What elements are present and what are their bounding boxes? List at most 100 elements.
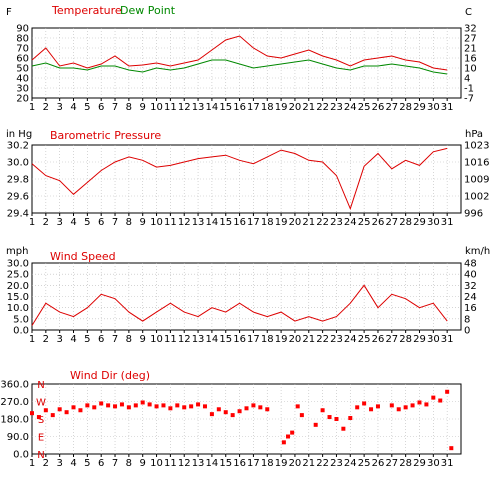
x-tick-label: 28 <box>399 217 412 228</box>
y-tick-label: 90 <box>16 24 29 35</box>
x-tick-label: 27 <box>385 458 398 469</box>
x-tick-label: 10 <box>150 217 163 228</box>
right-unit-label: hPa <box>465 129 483 140</box>
data-point <box>92 405 97 410</box>
data-point <box>161 403 166 408</box>
x-tick-label: 11 <box>164 217 177 228</box>
x-tick-label: 3 <box>56 458 62 469</box>
data-point <box>85 403 90 408</box>
x-tick-label: 9 <box>140 458 146 469</box>
x-tick-label: 19 <box>275 334 288 345</box>
x-tick-label: 8 <box>126 217 132 228</box>
x-tick-label: 16 <box>233 102 246 113</box>
y-tick-label: 29.6 <box>7 192 29 203</box>
x-tick-label: 18 <box>261 334 274 345</box>
x-tick-label: 15 <box>219 102 232 113</box>
data-point <box>265 407 270 412</box>
x-tick-label: 25 <box>358 217 371 228</box>
x-tick-label: 19 <box>275 458 288 469</box>
x-tick-label: 7 <box>112 102 118 113</box>
x-tick-label: 24 <box>344 102 357 113</box>
x-tick-label: 10 <box>150 458 163 469</box>
data-point <box>140 400 145 405</box>
y2-tick-label: 1023 <box>464 141 489 152</box>
data-point <box>57 407 62 412</box>
x-tick-label: 30 <box>427 217 440 228</box>
data-point <box>182 405 187 410</box>
y-tick-label: 40 <box>16 74 29 85</box>
x-tick-label: 10 <box>150 334 163 345</box>
x-tick-label: 1 <box>29 458 35 469</box>
data-point <box>154 404 159 409</box>
x-tick-label: 3 <box>56 334 62 345</box>
x-tick-label: 23 <box>330 458 343 469</box>
data-point <box>424 402 429 407</box>
x-tick-label: 30 <box>427 334 440 345</box>
series-line-2 <box>31 59 448 75</box>
data-point <box>389 403 394 408</box>
x-tick-label: 2 <box>43 458 49 469</box>
x-tick-label: 7 <box>112 217 118 228</box>
chart-title-2: Dew Point <box>120 4 176 17</box>
x-tick-label: 6 <box>98 334 104 345</box>
x-tick-label: 11 <box>164 102 177 113</box>
series-line-1 <box>31 35 448 71</box>
x-tick-label: 16 <box>233 334 246 345</box>
data-point <box>168 406 173 411</box>
y-tick-label: 270.0 <box>0 397 29 408</box>
y2-tick-label: 4 <box>464 74 470 85</box>
x-tick-label: 20 <box>289 217 302 228</box>
plot-frame <box>31 262 462 331</box>
data-point <box>119 402 124 407</box>
compass-label: E <box>38 433 44 444</box>
y2-tick-label: -7 <box>464 94 474 105</box>
y-tick-label: 25.0 <box>7 270 29 281</box>
y2-tick-label: 16 <box>464 303 477 314</box>
x-tick-label: 4 <box>70 458 76 469</box>
chart-title: Wind Speed <box>50 250 116 263</box>
x-tick-label: 4 <box>70 334 76 345</box>
data-point <box>43 408 48 413</box>
x-tick-label: 15 <box>219 217 232 228</box>
y2-tick-label: 0 <box>464 326 470 337</box>
compass-label: N <box>37 450 44 461</box>
x-tick-label: 22 <box>316 458 329 469</box>
x-tick-label: 16 <box>233 217 246 228</box>
data-point <box>320 408 325 413</box>
data-point <box>449 446 454 451</box>
y2-tick-label: 21 <box>464 44 477 55</box>
data-point <box>299 413 304 418</box>
x-tick-label: 27 <box>385 217 398 228</box>
x-tick-label: 13 <box>192 102 205 113</box>
data-point <box>341 426 346 431</box>
x-tick-label: 29 <box>413 334 426 345</box>
data-point <box>244 406 249 411</box>
data-point <box>290 430 295 435</box>
x-tick-label: 9 <box>140 334 146 345</box>
data-point <box>237 409 242 414</box>
y2-tick-label: 1016 <box>464 158 489 169</box>
data-point <box>445 389 450 394</box>
x-tick-label: 1 <box>29 217 35 228</box>
x-tick-label: 4 <box>70 217 76 228</box>
x-tick-label: 17 <box>247 102 260 113</box>
x-tick-label: 17 <box>247 217 260 228</box>
data-point <box>258 405 263 410</box>
y-tick-label: 29.4 <box>7 209 29 220</box>
y-tick-label: 5.0 <box>13 314 29 325</box>
data-point <box>410 403 415 408</box>
x-tick-label: 5 <box>84 217 90 228</box>
data-point <box>64 410 69 415</box>
x-tick-label: 15 <box>219 458 232 469</box>
data-point <box>251 403 256 408</box>
x-tick-label: 5 <box>84 458 90 469</box>
y-tick-label: 30.0 <box>7 259 29 270</box>
data-point <box>431 395 436 400</box>
x-tick-label: 14 <box>206 217 219 228</box>
y2-tick-label: 1009 <box>464 175 489 186</box>
y2-tick-label: 996 <box>464 209 483 220</box>
data-point <box>348 416 353 421</box>
x-tick-label: 26 <box>372 217 385 228</box>
x-tick-label: 6 <box>98 102 104 113</box>
left-unit-label: in Hg <box>6 129 32 140</box>
